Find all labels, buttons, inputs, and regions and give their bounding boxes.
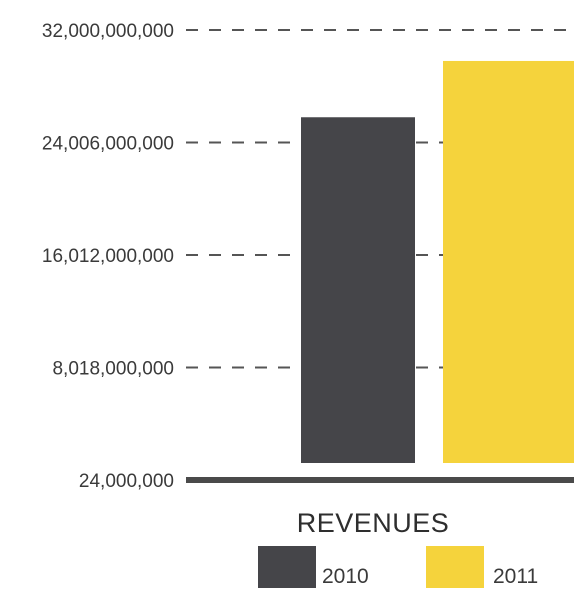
y-tick-label: 16,012,000,000	[42, 246, 174, 267]
bar-2010	[301, 117, 415, 464]
legend: 2010 2011	[258, 546, 538, 588]
category-label-revenues: REVENUES	[297, 508, 450, 538]
y-tick-label: 8,018,000,000	[52, 359, 174, 380]
y-tick-label: 24,000,000	[79, 471, 174, 492]
y-tick-label: 32,000,000,000	[42, 21, 174, 42]
legend-label-2011: 2011	[493, 565, 538, 588]
legend-label-2010: 2010	[322, 565, 369, 588]
bars	[301, 60, 574, 464]
bar-2011	[443, 60, 574, 463]
y-axis-tick-labels: 32,000,000,000 24,006,000,000 16,012,000,0…	[42, 21, 174, 492]
y-tick-label: 24,006,000,000	[42, 134, 174, 155]
legend-swatch-2011	[426, 546, 484, 588]
legend-swatch-2010	[258, 546, 316, 588]
